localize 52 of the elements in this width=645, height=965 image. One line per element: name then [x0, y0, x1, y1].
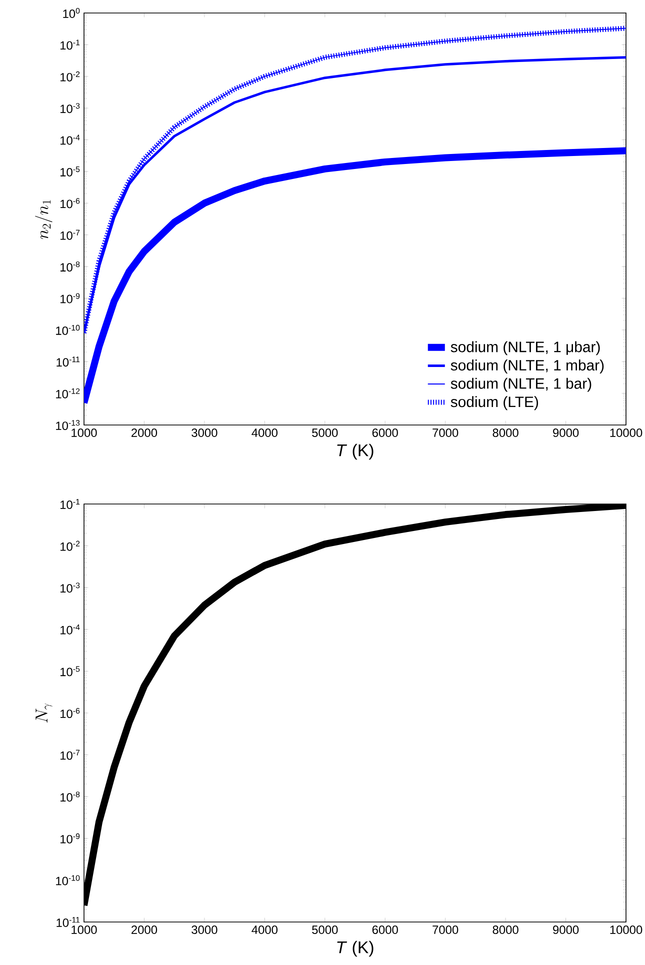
y-tick-label: 10$^{-5}$	[60, 666, 80, 676]
legend-label: sodium (NLTE, 1 μbar)	[450, 341, 600, 356]
y-tick-label: 10$^{-9}$	[60, 833, 80, 844]
x-tick-label: 3000	[192, 926, 218, 934]
y-axis-title: $N_\gamma$	[36, 704, 53, 723]
y-tick-label: 10$^{-2}$	[60, 540, 80, 551]
y-tick-label: 10$^{-3}$	[60, 103, 80, 114]
x-tick-label: 6000	[372, 926, 398, 934]
x-tick-label: 1000	[72, 428, 97, 437]
y-axis-title: $n_2/n_1$	[35, 200, 52, 239]
y-tick-label: 10$^{-11}$	[56, 356, 80, 367]
legend-label: sodium (NLTE, 1 mbar)	[450, 360, 604, 374]
x-tick-label: 10000	[610, 428, 642, 437]
y-tick-label: 10$^{-10}$	[56, 324, 80, 335]
y-tick-label: 10$^{-8}$	[60, 262, 80, 272]
y-tick-label: 10$^{-9}$	[60, 293, 80, 304]
y-tick-label: 10$^{-4}$	[60, 624, 80, 634]
x-tick-label: 9000	[553, 926, 579, 934]
x-tick-label: 9000	[553, 428, 579, 437]
y-tick-label: 10$^{-4}$	[60, 134, 80, 145]
x-tick-label: 4000	[252, 428, 278, 437]
y-tick-label: 10$^{-11}$	[56, 917, 80, 927]
y-tick-label: 10$^{-3}$	[60, 582, 80, 593]
y-tick-label: 10$^{-1}$	[60, 499, 80, 509]
y-tick-label: 10$^{-7}$	[60, 230, 80, 240]
x-tick-label: 2000	[132, 926, 158, 934]
y-tick-label: 10$^{-2}$	[60, 71, 80, 82]
y-tick-label: 10$^{-6}$	[60, 198, 80, 208]
legend-label: sodium (NLTE, 1 bar)	[450, 378, 592, 392]
y-tick-label: 10$^{-5}$	[60, 166, 80, 176]
x-tick-label: 5000	[312, 428, 338, 437]
x-tick-label: 3000	[192, 428, 218, 437]
x-tick-label: 10000	[610, 926, 642, 934]
x-axis-title: T (K)	[337, 444, 374, 460]
x-tick-label: 5000	[312, 926, 338, 934]
x-tick-label: 7000	[432, 428, 458, 437]
x-tick-label: 8000	[492, 926, 518, 934]
y-tick-label: 10$^{-7}$	[60, 750, 80, 760]
y-tick-label: 10$^{-10}$	[56, 875, 80, 886]
y-tick-label: 10$^{-12}$	[56, 388, 80, 398]
legend-label: sodium (LTE)	[450, 396, 538, 410]
x-tick-label: 2000	[132, 428, 158, 437]
y-tick-label: 10$^{-8}$	[60, 792, 80, 802]
y-tick-label: 10$^{0}$	[63, 8, 80, 18]
y-tick-label: 10$^{-1}$	[60, 40, 80, 50]
x-tick-label: 8000	[492, 428, 518, 437]
y-tick-label: 10$^{-6}$	[60, 708, 80, 718]
x-tick-label: 7000	[432, 926, 458, 934]
x-tick-label: 4000	[252, 926, 278, 934]
x-tick-label: 1000	[72, 926, 97, 934]
x-tick-label: 6000	[372, 428, 398, 437]
x-axis-title: T (K)	[337, 940, 374, 957]
